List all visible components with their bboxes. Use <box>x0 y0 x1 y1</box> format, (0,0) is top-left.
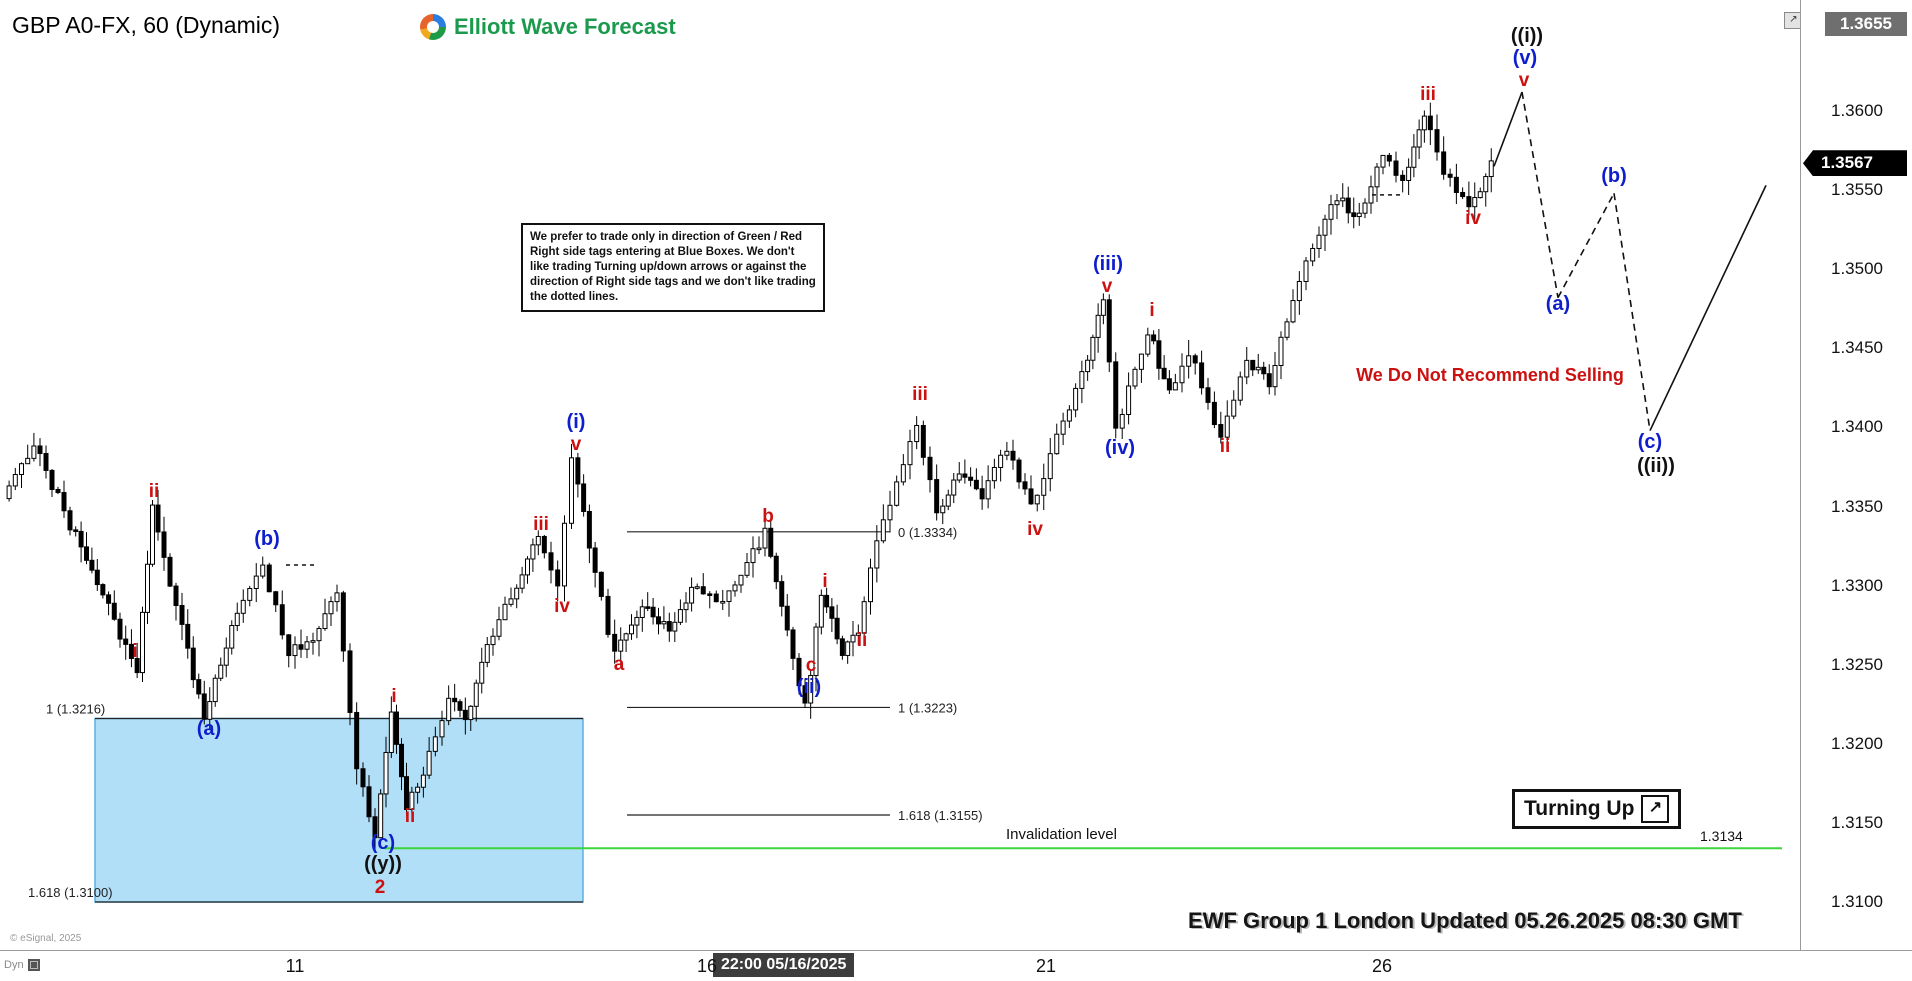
chart-title: GBP A0-FX, 60 (Dynamic) <box>12 12 280 38</box>
price-tick: 1.3200 <box>1831 733 1883 753</box>
wave-label-blue: (ii) <box>797 676 821 698</box>
wave-label-red: iv <box>554 596 570 617</box>
dyn-icon <box>27 959 40 971</box>
wave-label-red: iv <box>1465 208 1481 229</box>
wave-label-blue: (v) <box>1513 47 1537 69</box>
brand-name: Elliott Wave Forecast <box>454 14 676 39</box>
price-tick: 1.3350 <box>1831 496 1883 516</box>
wave-label-black: ((y)) <box>364 853 402 875</box>
candlestick-series <box>6 102 1494 852</box>
fib-label: 1.618 (1.3100) <box>28 885 113 900</box>
price-tick: 1.3500 <box>1831 259 1883 279</box>
wave-label-red: i <box>132 641 137 662</box>
time-tick: 11 <box>285 956 305 976</box>
wave-label-blue: (a) <box>1546 293 1570 315</box>
invalidation-value: 1.3134 <box>1700 828 1743 844</box>
wave-label-blue: (a) <box>197 718 221 740</box>
turning-up-label: Turning Up <box>1524 797 1635 820</box>
no-sell-text: We Do Not Recommend Selling <box>1356 365 1624 385</box>
update-stamp: EWF Group 1 London Updated 05.26.2025 08… <box>1188 908 1742 933</box>
wave-label-red: ii <box>1220 436 1231 457</box>
wave-label-red: i <box>391 686 396 707</box>
wave-label-blue: (c) <box>371 832 395 854</box>
projection-line <box>1493 91 1523 167</box>
price-tick: 1.3600 <box>1831 101 1883 120</box>
trading-note: We prefer to trade only in direction of … <box>521 223 825 312</box>
chart-canvas[interactable]: 1 (1.3216) 1.618 (1.3100) 0 (1.3334) 1 (1.3… <box>0 0 1800 950</box>
wave-label-blue: (iv) <box>1105 437 1135 459</box>
wave-label-red: 2 <box>375 877 386 898</box>
wave-label-blue: (b) <box>254 528 280 550</box>
price-tick: 1.3100 <box>1831 892 1883 911</box>
time-tick: 26 <box>1371 956 1393 976</box>
wave-label-black: ((ii)) <box>1637 455 1675 477</box>
dyn-label: Dyn <box>4 959 40 971</box>
wave-label-black: ((i)) <box>1511 25 1543 47</box>
time-tick: 16 <box>696 956 718 976</box>
price-tick: 1.3300 <box>1831 575 1883 595</box>
wave-label-red: ii <box>857 630 868 651</box>
wave-label-red: iii <box>1420 84 1436 105</box>
wave-label-red: a <box>614 654 625 675</box>
price-tick: 1.3250 <box>1831 654 1883 674</box>
wave-label-blue: (iii) <box>1093 253 1123 275</box>
brand-icon <box>420 14 446 40</box>
wave-label-red: v <box>1102 276 1113 297</box>
price-axis[interactable]: 1.3655 1.3567 1.3600 1.3550 1.3500 1.3450 1.… <box>1800 0 1912 950</box>
wave-label-blue: (i) <box>567 411 586 433</box>
projection-line <box>1649 185 1767 431</box>
projection-dashed-line <box>1613 193 1651 431</box>
time-axis[interactable]: Dyn 22:00 05/16/2025 11 16 21 26 <box>0 950 1912 981</box>
fib-label: 0 (1.3334) <box>898 525 957 540</box>
brand-logo: Elliott Wave Forecast <box>420 14 676 40</box>
wave-label-red: iv <box>1027 519 1043 540</box>
price-tick: 1.3400 <box>1831 417 1883 437</box>
price-tick: 1.3150 <box>1831 812 1883 832</box>
invalidation-label: Invalidation level <box>1006 826 1117 843</box>
last-price-marker: 1.3567 <box>1803 150 1907 177</box>
session-high-marker: 1.3655 <box>1825 11 1907 36</box>
projection-dashed-line <box>1557 192 1615 299</box>
wave-label-red: iii <box>533 514 549 535</box>
wave-label-red: i <box>822 571 827 592</box>
up-arrow-icon: ↗ <box>1641 795 1670 823</box>
wave-label-blue: (b) <box>1601 165 1627 187</box>
blue-box <box>94 717 584 903</box>
wave-label-red: ii <box>405 806 416 827</box>
fib-label: 1 (1.3223) <box>898 700 957 715</box>
wave-label-red: v <box>571 434 582 455</box>
wave-label-red: iii <box>912 384 928 405</box>
dyn-text: Dyn <box>4 959 24 971</box>
wave-label-red: v <box>1519 70 1530 91</box>
wave-label-red: ii <box>149 481 160 502</box>
price-tick: 1.3550 <box>1831 180 1883 200</box>
wave-label-red: c <box>806 655 817 676</box>
wave-label-red: i <box>1149 300 1154 321</box>
cursor-date-box: 22:00 05/16/2025 <box>713 953 855 977</box>
wave-label-red: b <box>762 506 774 527</box>
fib-label: 1 (1.3216) <box>46 701 105 716</box>
turning-up-box: Turning Up ↗ <box>1512 789 1682 829</box>
fib-label: 1.618 (1.3155) <box>898 808 983 823</box>
time-tick: 21 <box>1035 956 1057 976</box>
wave-label-blue: (c) <box>1638 431 1662 453</box>
projection-dashed-line <box>1521 91 1559 298</box>
price-tick: 1.3450 <box>1831 338 1883 358</box>
copyright: © eSignal, 2025 <box>10 933 82 944</box>
